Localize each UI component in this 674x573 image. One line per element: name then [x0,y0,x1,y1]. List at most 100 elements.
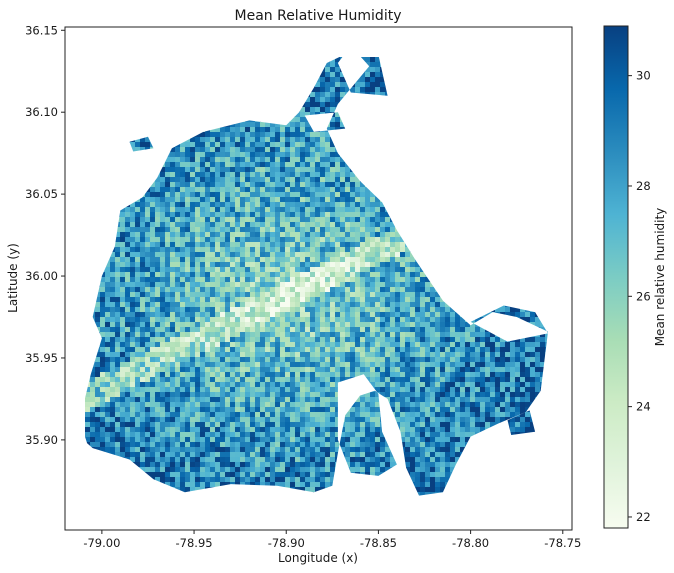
heatmap-cell [170,292,175,297]
heatmap-cell [190,297,195,302]
heatmap-cell [290,192,295,197]
heatmap-cell [145,217,150,222]
heatmap-cell [295,212,300,217]
heatmap-cell [295,142,300,147]
heatmap-cell [220,267,225,272]
heatmap-cell [370,232,375,237]
heatmap-cell [270,222,275,227]
heatmap-cell [415,287,420,292]
heatmap-cell [410,292,415,297]
heatmap-cell [325,127,330,132]
heatmap-cell [185,207,190,212]
heatmap-cell [365,277,370,282]
heatmap-cell [340,82,345,87]
heatmap-cell [375,217,380,222]
heatmap-cell [180,147,185,152]
heatmap-cell [155,242,160,247]
heatmap-cell [285,192,290,197]
heatmap-cell [345,247,350,252]
heatmap-cell [335,272,340,277]
heatmap-cell [125,312,130,317]
heatmap-cell [190,187,195,192]
heatmap-cell [140,242,145,247]
heatmap-cell [255,182,260,187]
heatmap-cell [255,162,260,167]
heatmap-cell [385,297,390,302]
heatmap-cell [270,172,275,177]
heatmap-cell [420,292,425,297]
heatmap-cell [195,137,200,142]
heatmap-cell [170,287,175,292]
heatmap-cell [120,312,125,317]
heatmap-cell [290,252,295,257]
heatmap-cell [210,212,215,217]
heatmap-cell [160,237,165,242]
heatmap-cell [335,317,340,322]
heatmap-cell [415,267,420,272]
heatmap-cell [250,157,255,162]
heatmap-cell [330,272,335,277]
heatmap-cell [235,267,240,272]
heatmap-cell [220,152,225,157]
heatmap-cell [305,282,310,287]
heatmap-cell [125,287,130,292]
heatmap-cell [305,267,310,272]
heatmap-cell [250,232,255,237]
heatmap-cell [260,257,265,262]
heatmap-cell [395,232,400,237]
heatmap-cell [285,247,290,252]
heatmap-cell [235,217,240,222]
heatmap-cell [195,272,200,277]
heatmap-cell [295,272,300,277]
heatmap-cell [260,167,265,172]
heatmap-cell [205,317,210,322]
heatmap-cell [195,177,200,182]
heatmap-cell [200,157,205,162]
heatmap-cell [100,312,105,317]
heatmap-cell [170,242,175,247]
heatmap-cell [250,162,255,167]
heatmap-cell [325,107,330,112]
heatmap-cell [250,282,255,287]
heatmap-cell [175,262,180,267]
heatmap-cell [245,187,250,192]
heatmap-cell [150,302,155,307]
heatmap-cell [235,127,240,132]
heatmap-cell [385,307,390,312]
heatmap-cell [250,307,255,312]
heatmap-cell [190,267,195,272]
heatmap-cell [295,177,300,182]
heatmap-cell [175,232,180,237]
heatmap-cell [445,307,450,312]
heatmap-cell [275,247,280,252]
heatmap-cell [355,237,360,242]
heatmap-cell [345,222,350,227]
heatmap-cell [245,147,250,152]
heatmap-cell [280,222,285,227]
heatmap-cell [310,247,315,252]
heatmap-cell [245,122,250,127]
heatmap-cell [210,217,215,222]
heatmap-cell [235,242,240,247]
heatmap-cell [335,297,340,302]
heatmap-cell [305,217,310,222]
heatmap-cell [355,177,360,182]
heatmap-cell [310,112,315,117]
heatmap-cell [285,312,290,317]
heatmap-cell [130,262,135,267]
heatmap-cell [360,212,365,217]
heatmap-cell [305,147,310,152]
heatmap-cell [195,167,200,172]
heatmap-cell [325,102,330,107]
heatmap-cell [310,287,315,292]
heatmap-cell [230,147,235,152]
heatmap-cell [245,282,250,287]
heatmap-cell [180,297,185,302]
heatmap-cell [380,77,385,82]
heatmap-cell [350,252,355,257]
heatmap-cell [295,287,300,292]
heatmap-cell [255,277,260,282]
heatmap-cell [425,297,430,302]
heatmap-cell [410,302,415,307]
heatmap-cell [110,292,115,297]
